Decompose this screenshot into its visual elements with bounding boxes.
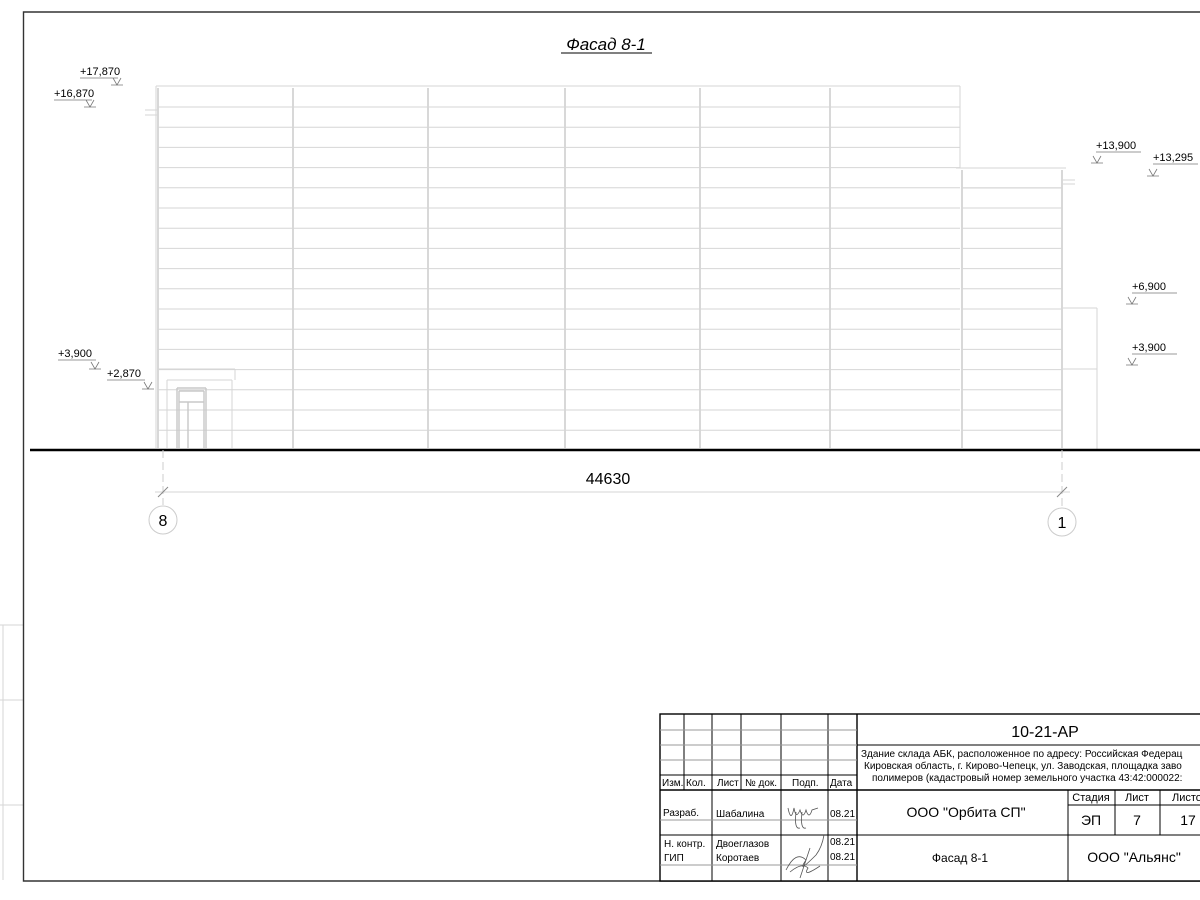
elevation-mark: +13,295 bbox=[1147, 152, 1198, 177]
name-developer: Шабалина bbox=[716, 808, 765, 820]
elevation-label: +13,295 bbox=[1153, 152, 1193, 164]
description-line-3: полимеров (кадастровый номер земельного … bbox=[872, 773, 1182, 784]
sheets-value: 17 bbox=[1180, 812, 1196, 828]
elevation-label: +13,900 bbox=[1096, 140, 1136, 152]
elevation-label: +3,900 bbox=[58, 348, 92, 360]
description-line-2: Кировская область, г. Кирово-Чепецк, ул.… bbox=[864, 760, 1182, 772]
elevation-label: +2,870 bbox=[107, 368, 141, 380]
date-developer: 08.21 bbox=[830, 809, 855, 820]
stage-label: Стадия bbox=[1072, 792, 1110, 804]
header-list: Лист bbox=[717, 778, 739, 789]
elevation-mark: +17,870 bbox=[80, 66, 123, 86]
axis-label: 8 bbox=[159, 513, 168, 530]
sheets-label: Листо bbox=[1172, 792, 1200, 804]
elevation-triangle-icon bbox=[107, 379, 154, 390]
overall-dimension: 44630 bbox=[586, 471, 631, 488]
building-facade bbox=[145, 85, 1098, 450]
elevation-label: +3,900 bbox=[1132, 342, 1166, 354]
elevation-marks: +17,870 +16,870 +3,900 +2,870 +13,900 +13,295… bbox=[54, 66, 1198, 390]
elevation-triangle-icon bbox=[1126, 292, 1177, 305]
sheet-value: 7 bbox=[1133, 812, 1141, 828]
elevation-triangle-icon bbox=[54, 99, 96, 108]
client-org: ООО "Альянс" bbox=[1087, 849, 1181, 865]
elevation-triangle-icon bbox=[1147, 163, 1198, 177]
document-code: 10-21-АР bbox=[1011, 724, 1079, 741]
elevation-mark: +3,900 bbox=[1126, 342, 1177, 366]
sheet-label: Лист bbox=[1125, 792, 1149, 804]
name-norm-control: Двоеглазов bbox=[716, 839, 769, 850]
role-gip: ГИП bbox=[664, 853, 684, 864]
elevation-triangle-icon bbox=[80, 77, 123, 86]
elevation-label: +6,900 bbox=[1132, 281, 1166, 293]
sheet-name: Фасад 8-1 bbox=[932, 851, 988, 865]
elevation-label: +17,870 bbox=[80, 66, 120, 78]
designer-org: ООО "Орбита СП" bbox=[906, 804, 1025, 820]
elevation-mark: +6,900 bbox=[1126, 281, 1177, 305]
axis-marker-8: 8 bbox=[148, 505, 178, 535]
role-norm-control: Н. контр. bbox=[664, 839, 705, 850]
header-izm: Изм. bbox=[662, 778, 683, 789]
elevation-mark: +16,870 bbox=[54, 88, 96, 108]
binding-margin bbox=[0, 624, 23, 880]
role-developer: Разраб. bbox=[663, 807, 699, 819]
axis-marker-1: 1 bbox=[1047, 507, 1077, 537]
elevation-triangle-icon bbox=[1126, 353, 1177, 366]
dimension-line bbox=[155, 450, 1070, 507]
header-date: Дата bbox=[830, 778, 853, 789]
header-kol: Кол. bbox=[686, 778, 706, 789]
sheet-frame bbox=[22, 11, 1200, 882]
title-block: Изм. Кол. Лист № док. Подп. Дата Разраб.… bbox=[659, 713, 1200, 882]
header-doc: № док. bbox=[745, 778, 777, 789]
axis-label: 1 bbox=[1058, 515, 1067, 532]
signature-images bbox=[785, 807, 825, 879]
elevation-mark: +2,870 bbox=[107, 368, 154, 390]
elevation-label: +16,870 bbox=[54, 88, 94, 100]
date-norm-control: 08.21 bbox=[830, 837, 855, 848]
elevation-mark: +13,900 bbox=[1091, 140, 1141, 164]
elevation-triangle-icon bbox=[58, 359, 101, 370]
stage-value: ЭП bbox=[1081, 812, 1101, 828]
name-gip: Коротаев bbox=[716, 853, 759, 864]
drawing-title: Фасад 8-1 bbox=[566, 35, 646, 54]
elevation-triangle-icon bbox=[1091, 151, 1141, 164]
elevation-mark: +3,900 bbox=[58, 348, 101, 370]
description-line-1: Здание склада АБК, расположенное по адре… bbox=[861, 749, 1183, 760]
header-sign: Подп. bbox=[792, 778, 819, 789]
date-gip: 08.21 bbox=[830, 852, 855, 863]
